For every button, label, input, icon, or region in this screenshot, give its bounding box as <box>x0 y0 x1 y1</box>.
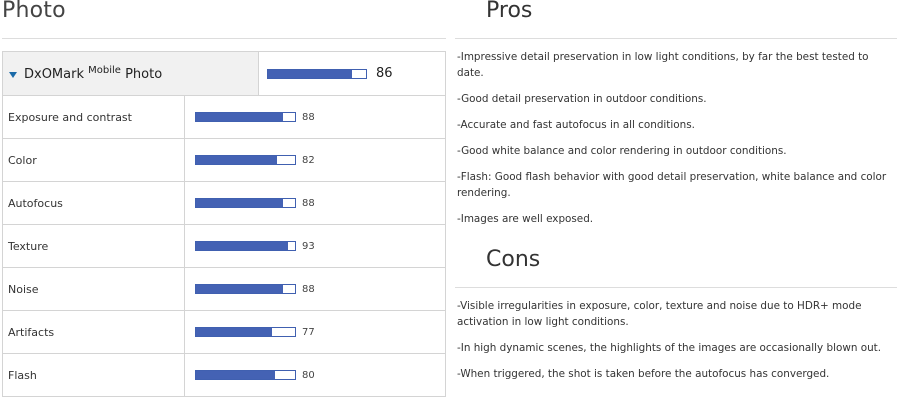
subscore-label: Exposure and contrast <box>3 96 185 138</box>
subscore-row-noise: Noise 88 <box>3 268 445 311</box>
cons-item: -Visible irregularities in exposure, col… <box>457 300 862 328</box>
subscore-label: Texture <box>3 225 185 267</box>
pros-item: -Images are well exposed. <box>457 213 594 225</box>
overall-toggle[interactable]: DxOMark Mobile Photo <box>3 52 259 95</box>
subscore-label: Color <box>3 139 185 181</box>
subscore-bar <box>195 241 296 251</box>
subscore-value: 80 <box>302 369 315 381</box>
caret-down-icon <box>9 71 17 78</box>
subscore-bar <box>195 327 296 337</box>
subscore-label: Autofocus <box>3 182 185 224</box>
cons-item: -When triggered, the shot is taken befor… <box>457 368 830 380</box>
pros-list: -Impressive detail preservation in low l… <box>457 49 893 237</box>
subscore-value: 88 <box>302 283 315 295</box>
pros-item: -Impressive detail preservation in low l… <box>457 51 869 79</box>
subscore-row-color: Color 82 <box>3 139 445 182</box>
section-title-pros: Pros <box>486 0 533 23</box>
overall-score-row: DxOMark Mobile Photo 86 <box>3 52 445 96</box>
divider <box>455 287 897 288</box>
cons-item: -In high dynamic scenes, the highlights … <box>457 342 882 354</box>
section-title-cons: Cons <box>486 247 541 272</box>
pros-item: -Accurate and fast autofocus in all cond… <box>457 119 695 131</box>
section-title-photo: Photo <box>2 0 66 23</box>
subscore-value: 77 <box>302 326 315 338</box>
pros-item: -Good white balance and color rendering … <box>457 145 787 157</box>
subscore-value: 88 <box>302 111 315 123</box>
subscore-row-exposure: Exposure and contrast 88 <box>3 96 445 139</box>
cons-list: -Visible irregularities in exposure, col… <box>457 298 893 392</box>
subscore-bar <box>195 112 296 122</box>
subscore-value: 82 <box>302 154 315 166</box>
overall-score-bar <box>267 68 367 79</box>
divider <box>2 38 446 39</box>
subscore-bar <box>195 155 296 165</box>
subscore-row-texture: Texture 93 <box>3 225 445 268</box>
subscore-value: 88 <box>302 197 315 209</box>
divider <box>455 38 897 39</box>
overall-score-value: 86 <box>376 66 393 81</box>
subscore-row-flash: Flash 80 <box>3 354 445 396</box>
subscore-bar <box>195 370 296 380</box>
pros-item: -Good detail preservation in outdoor con… <box>457 93 707 105</box>
pros-item: -Flash: Good flash behavior with good de… <box>457 171 887 199</box>
subscore-label: Artifacts <box>3 311 185 353</box>
overall-score-cell: 86 <box>259 52 445 95</box>
subscore-row-artifacts: Artifacts 77 <box>3 311 445 354</box>
score-table: DxOMark Mobile Photo 86 Exposure and con… <box>2 51 446 397</box>
overall-label: DxOMark Mobile Photo <box>24 65 163 82</box>
subscore-label: Noise <box>3 268 185 310</box>
subscore-row-autofocus: Autofocus 88 <box>3 182 445 225</box>
subscore-bar <box>195 284 296 294</box>
subscore-value: 93 <box>302 240 315 252</box>
subscore-label: Flash <box>3 354 185 396</box>
subscore-bar <box>195 198 296 208</box>
